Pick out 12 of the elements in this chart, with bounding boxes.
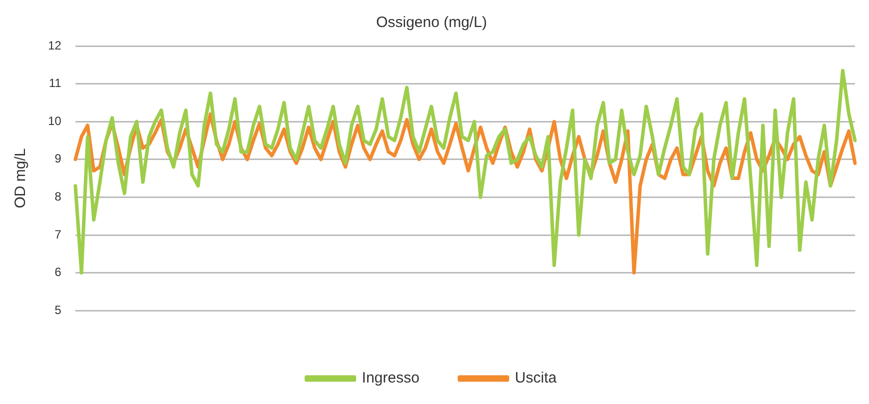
y-axis-title: OD mg/L [12,148,30,208]
chart-title: Ossigeno (mg/L) [376,14,487,32]
legend-label: Ingresso [362,370,420,387]
y-tick-label: 5 [54,302,62,317]
y-tick-label: 6 [54,265,62,280]
y-tick-label: 7 [54,227,62,242]
y-tick-label: 12 [48,38,62,52]
y-tick-label: 10 [48,114,62,128]
y-tick-label: 9 [54,152,62,166]
y-tick-label: 11 [48,76,62,90]
y-tick-label: 8 [54,190,62,204]
legend-label: Uscita [514,370,558,387]
